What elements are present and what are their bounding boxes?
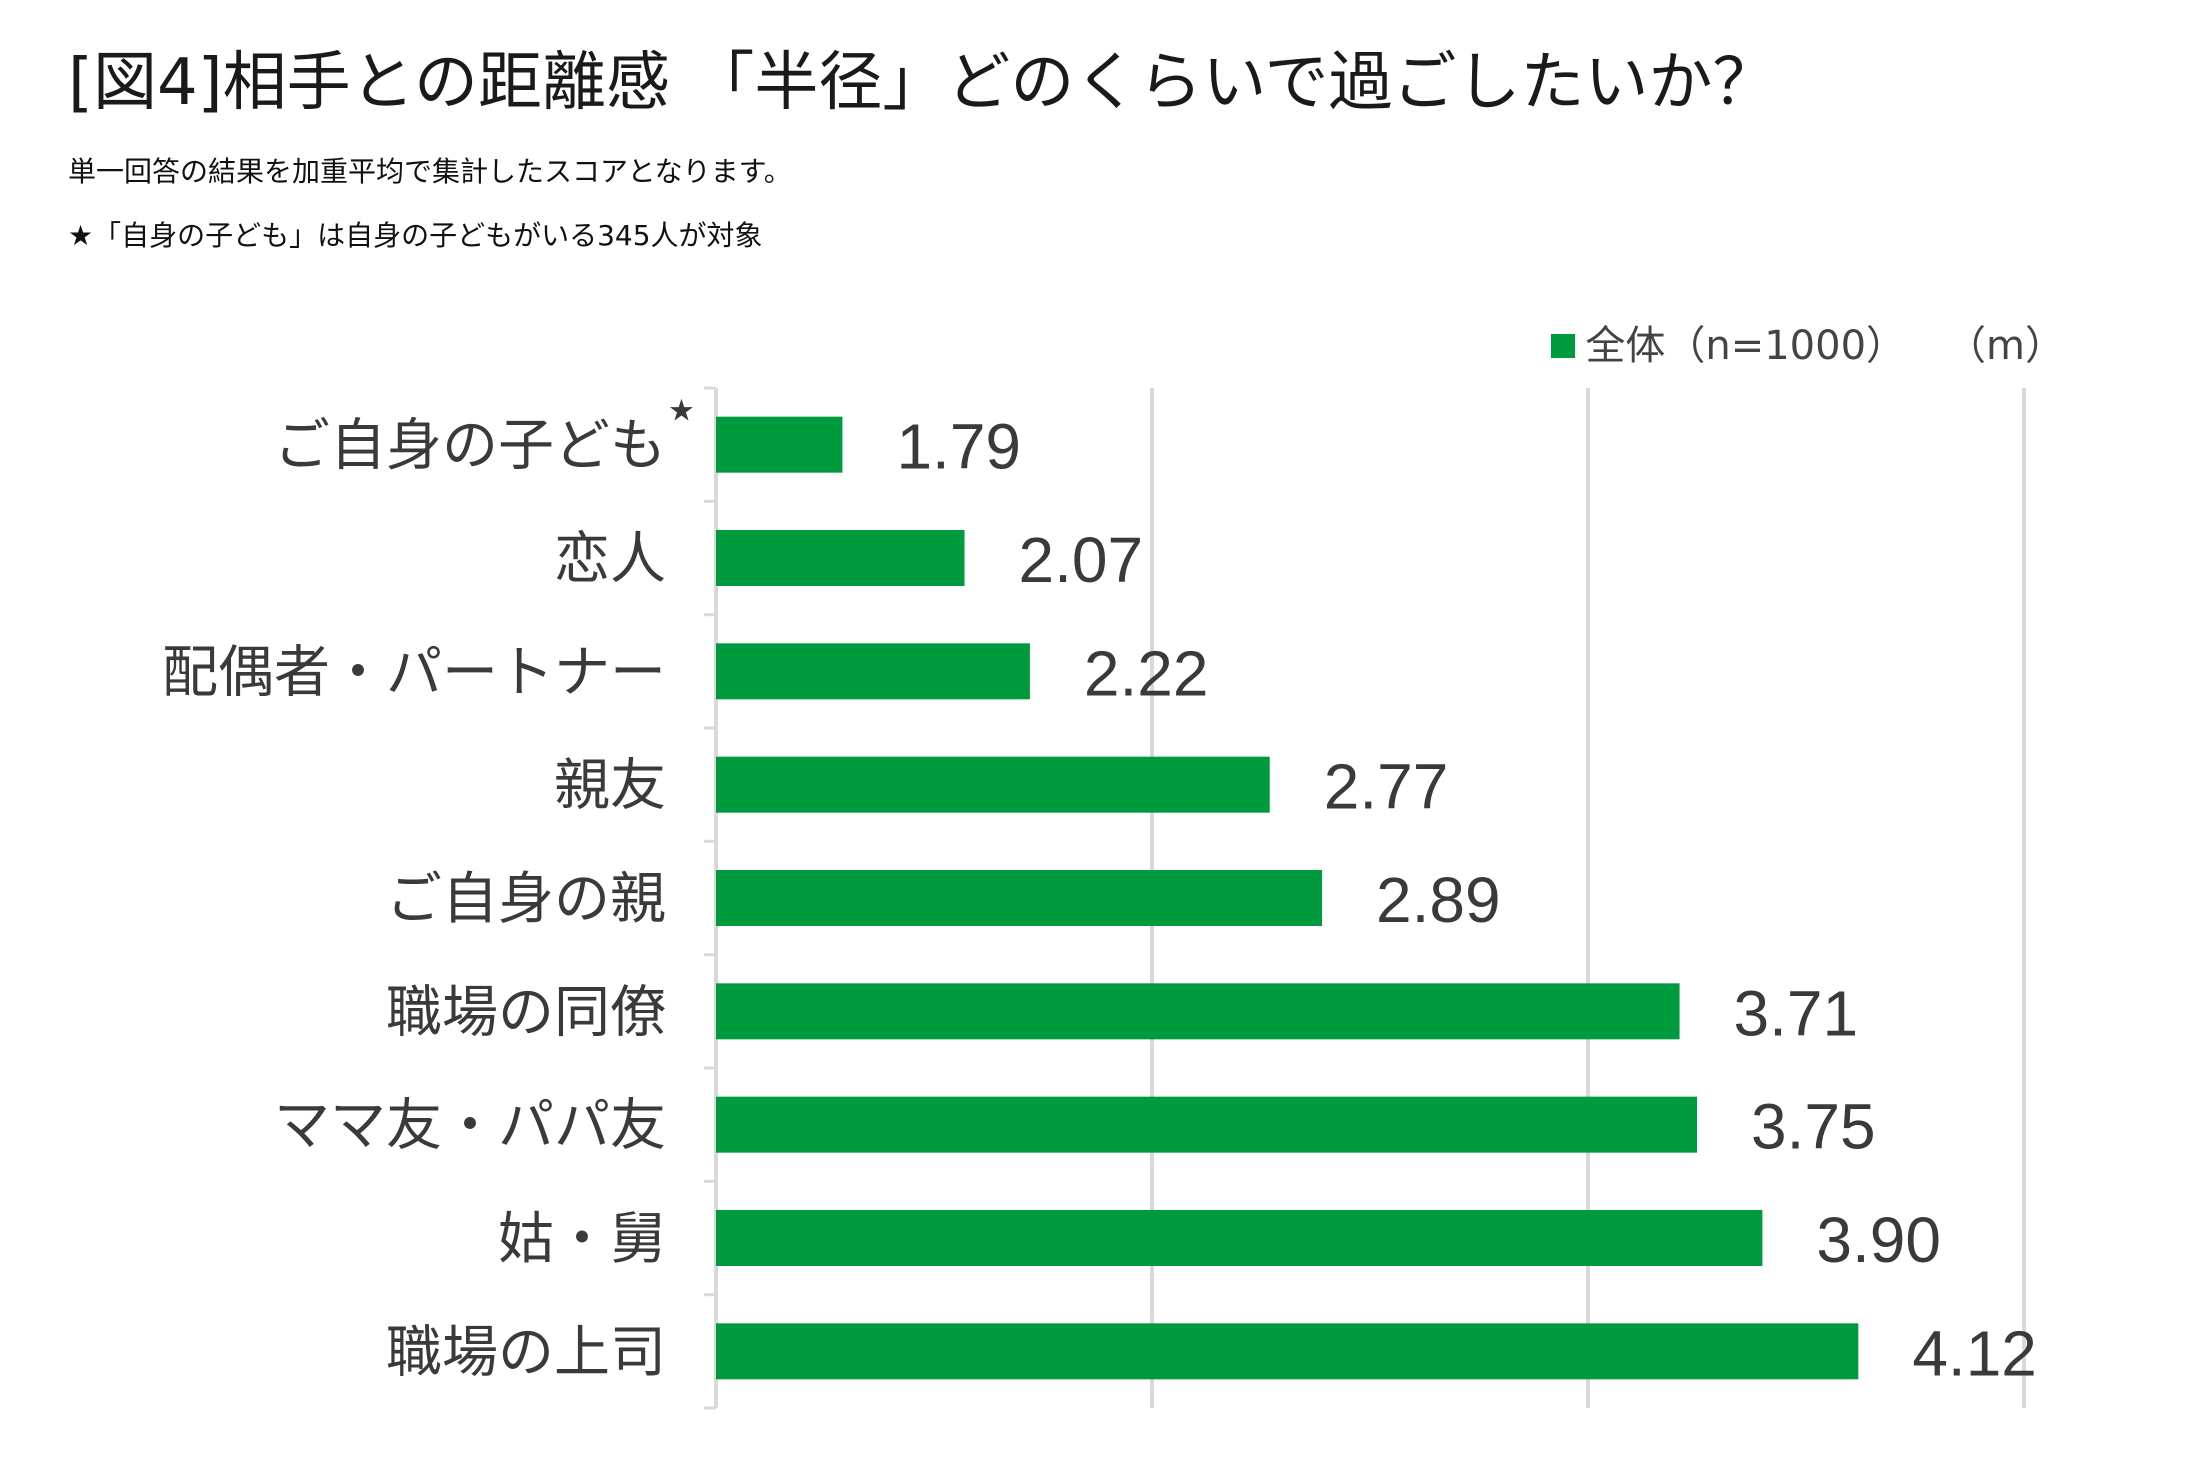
value-label: 2.89 <box>1376 864 1501 936</box>
value-label: 2.07 <box>1019 524 1144 596</box>
bar <box>716 1323 1859 1380</box>
category-label: 姑・舅 <box>498 1207 666 1272</box>
legend-label: 全体（n=1000） <box>1585 323 1907 369</box>
legend: 全体（n=1000） （m） <box>1551 318 2065 374</box>
value-label: 3.90 <box>1816 1204 1941 1276</box>
bar <box>716 1096 1697 1153</box>
bar-series <box>716 416 1859 1380</box>
category-label: 恋人 <box>554 527 666 592</box>
category-label: 職場の上司 <box>386 1320 666 1385</box>
category-label: ご自身の子ども <box>274 414 666 479</box>
legend-unit: （m） <box>1946 323 2065 369</box>
category-label: 職場の同僚 <box>386 980 666 1045</box>
bar <box>716 1210 1763 1266</box>
bar <box>716 870 1323 926</box>
category-axis <box>704 386 718 1410</box>
category-label: 親友 <box>554 754 666 819</box>
chart-note-children-respondents: ★「自身の子ども」は自身の子どもがいる345人が対象 <box>68 219 763 252</box>
bar <box>716 756 1270 813</box>
bar <box>716 530 965 586</box>
value-label: 2.22 <box>1084 637 1209 709</box>
category-label: 配偶者・パートナー <box>162 640 666 705</box>
category-label: ご自身の親 <box>386 867 666 932</box>
chart-title: [図4]相手との距離感 「半径」どのくらいで過ごしたいか？ <box>68 46 1777 120</box>
bar <box>716 643 1030 700</box>
category-star-mark: ★ <box>668 394 695 429</box>
legend-swatch <box>1551 334 1576 358</box>
bar <box>716 416 843 473</box>
value-label: 3.75 <box>1751 1091 1876 1163</box>
chart-note-weighted-average: 単一回答の結果を加重平均で集計したスコアとなります。 <box>68 155 792 188</box>
value-label: 4.12 <box>1912 1317 2037 1389</box>
value-label: 1.79 <box>896 411 1021 483</box>
category-labels: ご自身の子ども★ 恋人配偶者・パートナー親友ご自身の親職場の同僚ママ友・パパ友姑・… <box>162 394 695 1386</box>
value-label: 2.77 <box>1324 751 1449 823</box>
category-label: ママ友・パパ友 <box>274 1094 666 1159</box>
value-label: 3.71 <box>1734 977 1859 1049</box>
bar <box>716 983 1680 1040</box>
value-labels: 1.79 2.07 2.22 2.77 2.89 3.71 3.75 3.90 4.12 <box>896 411 2036 1390</box>
